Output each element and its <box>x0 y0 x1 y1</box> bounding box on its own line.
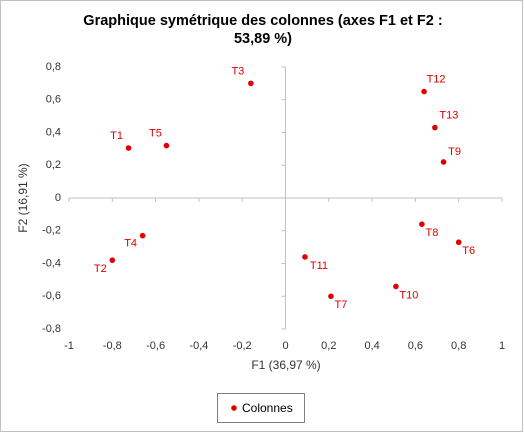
y-tick-label: -0,4 <box>42 257 61 269</box>
point <box>440 159 447 165</box>
y-tick-label: 0,4 <box>46 126 61 138</box>
x-axis-label: F1 (36,97 %) <box>251 358 320 372</box>
point <box>421 88 427 95</box>
legend-label: Colonnes <box>242 401 293 415</box>
point-label: T13 <box>439 109 458 121</box>
point <box>248 80 254 87</box>
y-tick-label: -0,6 <box>42 290 61 302</box>
point-label: T5 <box>149 128 162 140</box>
point <box>393 283 399 290</box>
point-label: T10 <box>399 289 418 301</box>
legend-marker <box>231 405 237 411</box>
point-label: T7 <box>335 299 348 311</box>
point-label: T12 <box>427 73 446 85</box>
point-label: T8 <box>425 227 438 239</box>
point <box>455 239 462 246</box>
x-tick-label: 0,4 <box>364 340 379 352</box>
y-tick-label: 0,2 <box>46 159 61 171</box>
point-label: T9 <box>448 146 461 158</box>
x-tick-label: -0,8 <box>103 340 122 352</box>
y-tick-label: 0,8 <box>46 61 61 73</box>
x-tick-label: -0,2 <box>233 340 252 352</box>
y-tick-label: -0,2 <box>42 225 61 237</box>
y-tick-label: 0,6 <box>46 94 61 106</box>
x-tick-label: -0,6 <box>146 340 165 352</box>
point <box>125 145 132 151</box>
point <box>328 293 334 300</box>
x-tick-label: 0,2 <box>321 340 336 352</box>
point <box>109 257 116 264</box>
chart-title: Graphique symétrique des colonnes (axes … <box>83 13 443 47</box>
point-label: T2 <box>94 263 107 275</box>
point <box>432 124 438 131</box>
point-label: T4 <box>124 238 137 250</box>
point-label: T3 <box>231 65 244 77</box>
x-tick-label: 0,6 <box>408 340 423 352</box>
x-tick-label: 1 <box>499 340 505 352</box>
point-label: T11 <box>310 260 328 272</box>
point <box>139 232 146 239</box>
point <box>302 254 308 260</box>
y-tick-label: 0 <box>55 192 61 204</box>
y-axis-label: F2 (16,91 %) <box>16 163 30 232</box>
x-tick-label: 0 <box>282 340 288 352</box>
point <box>419 221 425 227</box>
point-label: T6 <box>462 245 475 257</box>
x-tick-label: -0,4 <box>189 340 208 352</box>
y-tick-label: -0,8 <box>42 323 61 335</box>
x-tick-label: 0,8 <box>451 340 466 352</box>
point-label: T1 <box>110 130 123 142</box>
point <box>163 142 170 149</box>
x-tick-label: -1 <box>64 340 74 352</box>
